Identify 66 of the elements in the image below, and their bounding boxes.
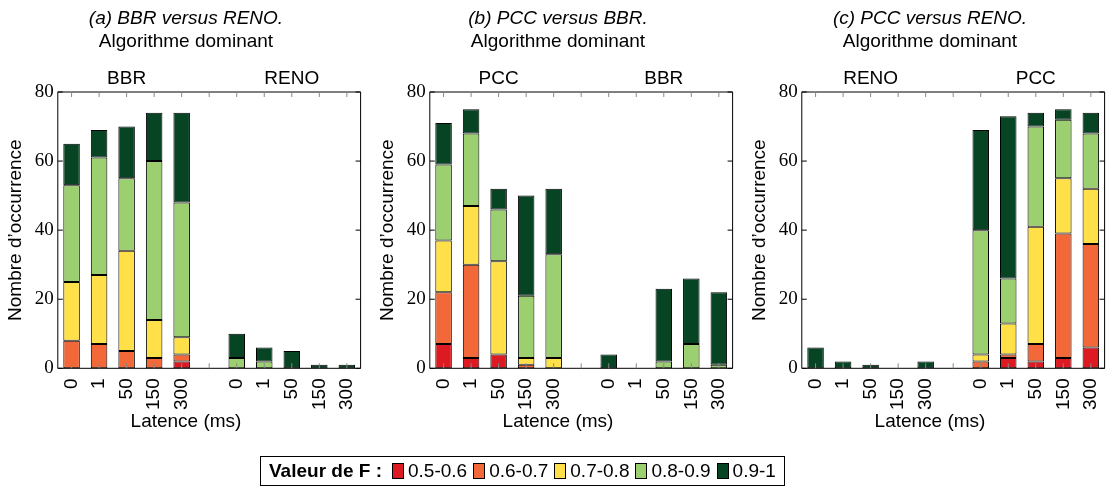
y-tick-label: 80 (778, 79, 798, 101)
y-tick-label: 40 (406, 218, 426, 240)
chart-subtitle: Algorithme dominant (469, 29, 647, 52)
y-tick-label: 20 (778, 287, 798, 309)
chart-subtitle: Algorithme dominant (97, 29, 275, 52)
y-tick-label: 40 (34, 218, 54, 240)
x-tick-label: 1 (996, 378, 1018, 389)
legend-label: 0.6-0.7 (489, 460, 549, 482)
x-tick-label: 300 (1079, 378, 1101, 410)
y-tick-label: 20 (406, 287, 426, 309)
legend-label: 0.5-0.6 (407, 460, 468, 482)
x-tick-label: 50 (652, 378, 674, 400)
text: PCC (478, 66, 519, 88)
x-tick-label: 0 (224, 378, 246, 389)
x-tick-label: 300 (707, 378, 729, 410)
text: RENO (843, 66, 899, 88)
x-tick-label: 50 (486, 378, 508, 400)
text: BBR (644, 66, 684, 88)
x-axis-title: Latence (ms) (873, 410, 987, 432)
x-tick-label: 1 (831, 378, 853, 389)
x-tick-label: 50 (858, 378, 880, 400)
text: PCC (1015, 66, 1056, 88)
y-tick-label: 60 (34, 149, 54, 171)
chart-title: (c) PCC versus RENO. (831, 6, 1029, 29)
x-tick-label: 300 (169, 378, 191, 410)
chart-title: (b) PCC versus BBR. (467, 6, 649, 29)
x-tick-label: 50 (114, 378, 136, 400)
y-axis-title: Nombre d’occurrence (3, 139, 25, 321)
legend-label: 0.8-0.9 (651, 460, 711, 482)
x-tick-label: 300 (541, 378, 563, 410)
chart-title: (a) BBR versus RENO. (87, 6, 285, 29)
chart-subtitle: Algorithme dominant (841, 29, 1019, 52)
y-tick-label: 60 (406, 149, 426, 171)
y-tick-label: 60 (778, 149, 798, 171)
x-tick-label: 50 (280, 378, 302, 400)
y-axis-title: Nombre d’occurrence (747, 139, 769, 321)
x-tick-label: 0 (968, 378, 990, 389)
x-tick-label: 1 (252, 378, 274, 389)
x-tick-label: 150 (142, 378, 164, 410)
x-tick-label: 1 (459, 378, 481, 389)
y-tick-label: 40 (778, 218, 798, 240)
y-tick-label: 20 (34, 287, 54, 309)
legend-title: Valeur de F : (269, 460, 382, 482)
x-tick-label: 150 (514, 378, 536, 410)
x-tick-label: 1 (87, 378, 109, 389)
x-tick-label: 150 (679, 378, 701, 410)
x-tick-label: 50 (1024, 378, 1046, 400)
x-axis-title: Latence (ms) (129, 410, 243, 432)
x-tick-label: 0 (59, 378, 81, 389)
y-tick-label: 80 (406, 79, 426, 101)
x-tick-label: 150 (886, 378, 908, 410)
legend-label: 0.9-1 (732, 460, 776, 482)
x-tick-label: 300 (913, 378, 935, 410)
x-tick-label: 0 (596, 378, 618, 389)
text: RENO (264, 66, 320, 88)
x-tick-label: 0 (803, 378, 825, 389)
x-tick-label: 0 (431, 378, 453, 389)
text: BBR (107, 66, 147, 88)
x-tick-label: 1 (624, 378, 646, 389)
y-axis-title: Nombre d’occurrence (375, 139, 397, 321)
x-axis-title: Latence (ms) (501, 410, 615, 432)
legend-label: 0.7-0.8 (570, 460, 630, 482)
y-tick-label: 80 (34, 79, 54, 101)
x-tick-label: 300 (335, 378, 357, 410)
x-tick-label: 150 (1051, 378, 1073, 410)
x-tick-label: 150 (307, 378, 329, 410)
